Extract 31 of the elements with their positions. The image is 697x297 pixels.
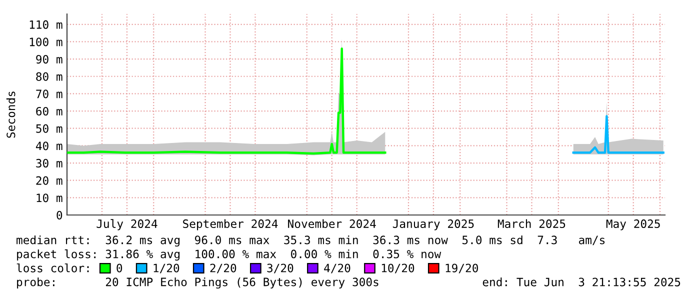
legend-label: 3/20 — [267, 264, 294, 274]
legend-title: loss color: — [16, 263, 89, 272]
y-axis-title: Seconds — [6, 92, 16, 138]
legend-label: 4/20 — [324, 264, 350, 274]
y-tick-label: 90 m — [36, 54, 62, 64]
text: median rtt: 36.2 ms avg 96.0 ms max 35.3 ms min 36.3 ms now 5.0 ms sd 7.3 am/s — [16, 235, 605, 247]
text: packet loss: 31.86 % avg 100.00 % max 0.00 % min 0.35 % now — [17, 249, 442, 261]
y-tick-label: 80 m — [36, 72, 62, 81]
legend-label: 10/20 — [382, 264, 414, 274]
x-tick-label: March 2025 — [498, 219, 566, 228]
legend-label: 19/20 — [446, 264, 478, 274]
x-tick-label: January 2025 — [392, 219, 474, 230]
y-tick-label: 10 m — [36, 194, 62, 202]
y-tick-label: 40 m — [36, 142, 62, 150]
y-tick-label: 30 m — [36, 158, 62, 168]
legend-label: 0 — [116, 264, 122, 272]
y-tick-label: 50 m — [36, 124, 62, 133]
y-tick-label: 60 m — [36, 106, 62, 116]
x-tick-label: November 2024 — [288, 219, 376, 228]
x-tick-label: May 2025 — [606, 219, 660, 230]
y-tick-label: 70 m — [36, 90, 62, 98]
legend-label: 2/20 — [210, 264, 236, 274]
x-tick-label: July 2024 — [96, 219, 158, 230]
x-tick-label: September 2024 — [183, 219, 278, 230]
y-tick-label: 100 m — [30, 38, 62, 46]
text: end: Tue Jun 3 21:13:55 2025 — [482, 278, 680, 286]
y-tick-label: 0 — [56, 210, 62, 220]
y-tick-label: 110 m — [30, 20, 62, 29]
y-tick-label: 20 m — [36, 176, 62, 185]
legend-label: 1/20 — [154, 264, 180, 274]
text: probe: 20 ICMP Echo Pings (56 Bytes) every 300s — [17, 277, 378, 289]
